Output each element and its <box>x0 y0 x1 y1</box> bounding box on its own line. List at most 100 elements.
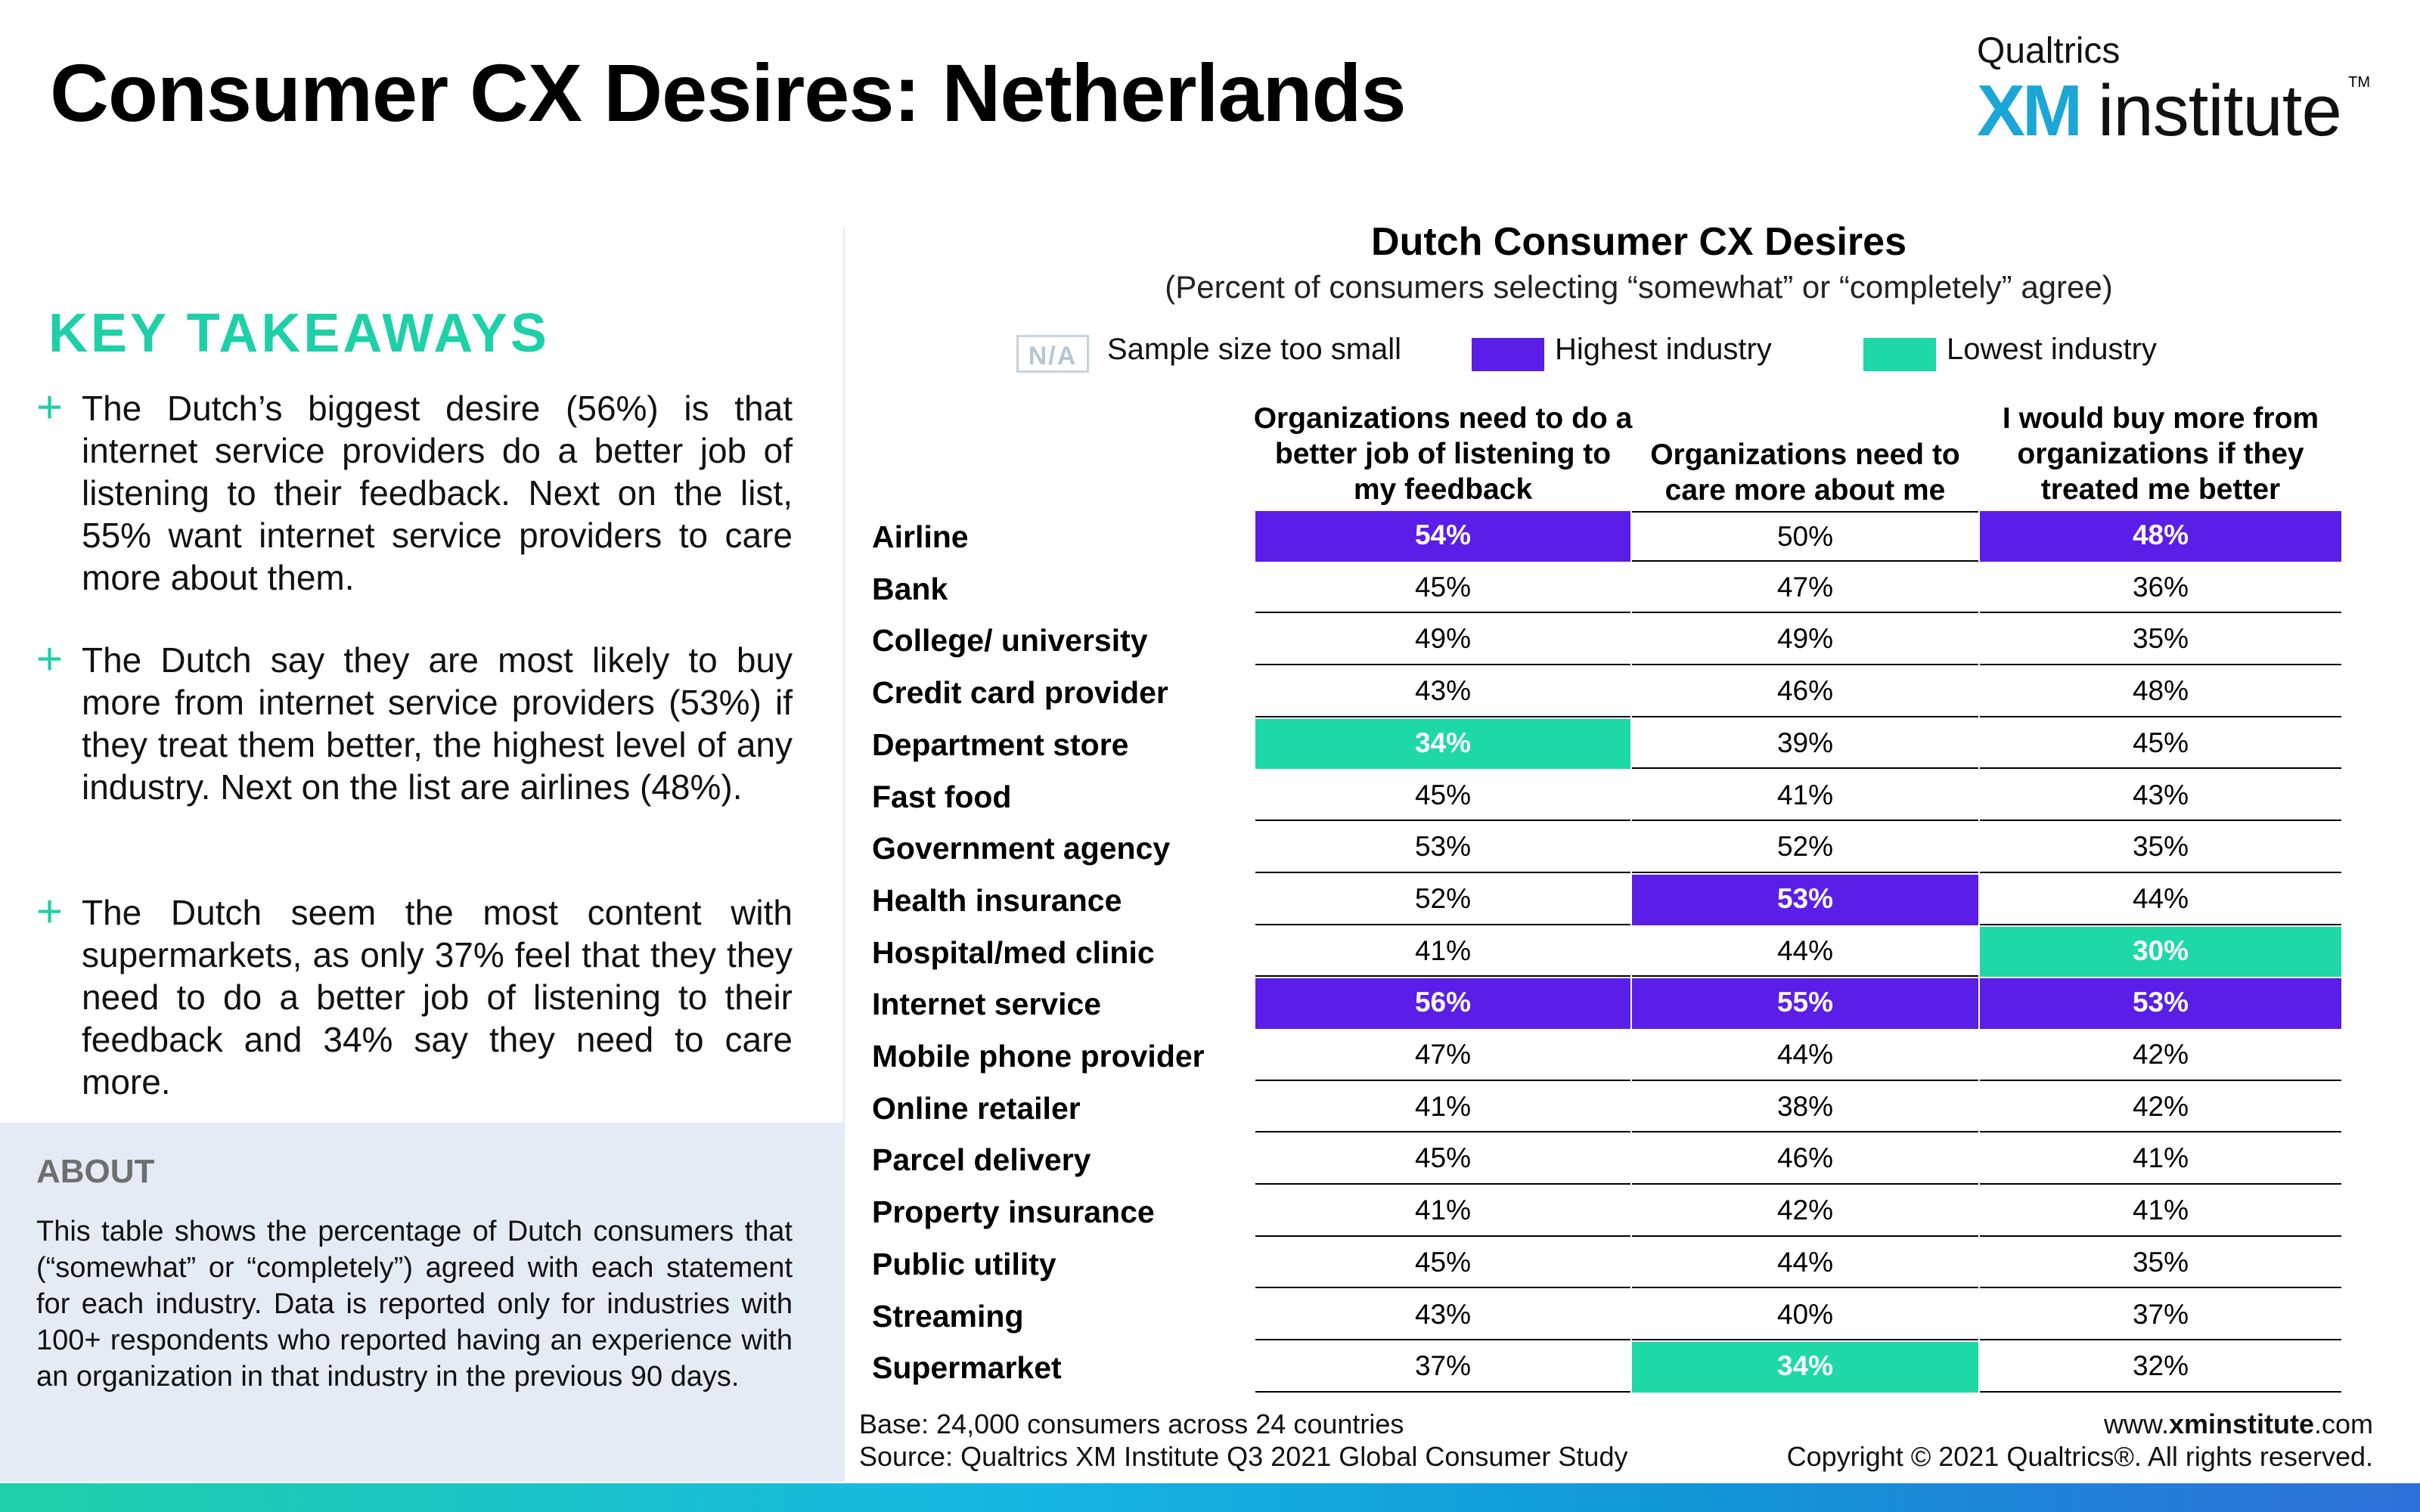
takeaway-text: The Dutch’s biggest desire (56%) is that… <box>82 389 793 597</box>
table-cell: 46% <box>1632 1134 1978 1185</box>
about-box: ABOUT This table shows the percentage of… <box>0 1123 843 1482</box>
table-cell: 47% <box>1632 563 1978 614</box>
page-title: Consumer CX Desires: Netherlands <box>50 47 1407 138</box>
takeaway-item-2: + The Dutch say they are most likely to … <box>36 634 793 808</box>
table-cell: 54% <box>1255 511 1630 562</box>
about-text: This table shows the percentage of Dutch… <box>36 1216 793 1393</box>
table-cell: 35% <box>1980 615 2341 666</box>
table-cell: 43% <box>1980 771 2341 822</box>
table-cell: 53% <box>1632 874 1978 925</box>
row-label: Bank <box>872 571 948 606</box>
row-label: Airline <box>872 519 969 554</box>
table-cell: 41% <box>1255 1083 1630 1133</box>
footer-url[interactable]: www.xminstitute.com <box>2103 1408 2373 1439</box>
xm-institute-logo: Qualtrics XM institute TM <box>1977 30 2370 151</box>
table-cell: 32% <box>1980 1342 2341 1393</box>
row-label: Hospital/med clinic <box>872 934 1155 970</box>
takeaway-item-3: + The Dutch seem the most content with s… <box>36 886 793 1103</box>
footer-copyright: www.xminstitute.com Copyright © 2021 Qua… <box>1787 1408 2373 1473</box>
table-cell: 35% <box>1980 823 2341 873</box>
table-cell: 52% <box>1632 823 1978 873</box>
logo-qualtrics-text: Qualtrics <box>1977 31 2121 71</box>
table-cell: 41% <box>1980 1134 2341 1185</box>
plus-icon: + <box>36 634 64 684</box>
key-takeaways-heading: KEY TAKEAWAYS <box>48 303 550 364</box>
table-cell: 49% <box>1632 615 1978 666</box>
logo-institute-text: institute <box>2098 70 2342 151</box>
table-cell: 44% <box>1632 1030 1978 1081</box>
table-cell: 45% <box>1255 1238 1630 1289</box>
row-label: Property insurance <box>872 1194 1155 1230</box>
table-cell: 45% <box>1980 719 2341 770</box>
chart-title: Dutch Consumer CX Desires <box>1371 220 1907 264</box>
table-cell: 45% <box>1255 563 1630 614</box>
legend-highest-swatch <box>1472 338 1544 371</box>
table-cell: 35% <box>1980 1238 2341 1289</box>
table-cell: 48% <box>1980 511 2341 562</box>
legend-na-badge: N/A <box>1016 335 1089 373</box>
takeaways-panel: KEY TAKEAWAYS + The Dutch’s biggest desi… <box>0 227 843 1482</box>
table-cell: 30% <box>1980 926 2341 978</box>
table-cell: 44% <box>1632 927 1978 978</box>
row-label: Fast food <box>872 779 1012 814</box>
table-cell: 41% <box>1255 927 1630 978</box>
column-header-2: Organizations need to care more about me <box>1650 438 1960 507</box>
footer-copyright-text: Copyright © 2021 Qualtrics®. All rights … <box>1786 1441 2373 1472</box>
table-cell: 45% <box>1255 771 1630 822</box>
table-cell: 55% <box>1632 978 1978 1029</box>
table-cell: 49% <box>1255 615 1630 666</box>
row-label: Internet service <box>872 987 1102 1022</box>
table-cell: 36% <box>1980 563 2341 614</box>
column-header-3: I would buy more from organizations if t… <box>2002 402 2319 506</box>
table-cell: 41% <box>1632 771 1978 822</box>
row-label: Supermarket <box>872 1350 1062 1386</box>
row-label: Online retailer <box>872 1090 1081 1126</box>
table-cell: 34% <box>1632 1342 1978 1393</box>
table-cell: 46% <box>1632 667 1978 717</box>
column-divider <box>843 227 845 1482</box>
table-cell: 40% <box>1632 1290 1978 1341</box>
row-label: Health insurance <box>872 882 1122 918</box>
table-cell: 41% <box>1255 1186 1630 1237</box>
table-cell: 50% <box>1632 511 1978 562</box>
legend-na-label: Sample size too small <box>1107 333 1402 366</box>
table-cell: 39% <box>1632 719 1978 770</box>
plus-icon: + <box>36 886 64 937</box>
plus-icon: + <box>36 382 64 432</box>
table-cell: 44% <box>1980 875 2341 925</box>
footer-base: Base: 24,000 consumers across 24 countri… <box>859 1408 1404 1439</box>
table-cell: 52% <box>1255 875 1630 925</box>
table-cell: 45% <box>1255 1134 1630 1185</box>
table-cell: 44% <box>1632 1238 1978 1289</box>
table-cell: 42% <box>1980 1083 2341 1133</box>
table-cell: 42% <box>1980 1030 2341 1081</box>
table-cell: 41% <box>1980 1186 2341 1237</box>
row-label: Parcel delivery <box>872 1142 1091 1178</box>
row-label: Streaming <box>872 1298 1024 1334</box>
takeaway-item-1: + The Dutch’s biggest desire (56%) is th… <box>36 382 793 599</box>
table-cell: 42% <box>1632 1186 1978 1237</box>
footer-source-text: Source: Qualtrics XM Institute Q3 2021 G… <box>859 1441 1628 1472</box>
column-header-1: Organizations need to do a better job of… <box>1253 402 1633 506</box>
row-label: Public utility <box>872 1246 1056 1281</box>
row-label: Government agency <box>872 831 1171 866</box>
table-cell: 56% <box>1255 978 1630 1029</box>
table-cell: 37% <box>1255 1342 1630 1393</box>
row-label: Credit card provider <box>872 675 1168 711</box>
table-cell: 37% <box>1980 1290 2341 1341</box>
table-cell: 47% <box>1255 1030 1630 1081</box>
row-label: Mobile phone provider <box>872 1039 1205 1074</box>
legend-lowest-label: Lowest industry <box>1947 333 2157 366</box>
table-cell: 53% <box>1980 978 2341 1029</box>
logo-xm-text: XM <box>1977 70 2083 151</box>
chart-subtitle: (Percent of consumers selecting “somewha… <box>1165 269 2113 305</box>
legend-highest-label: Highest industry <box>1555 333 1772 366</box>
footer-source: Base: 24,000 consumers across 24 countri… <box>859 1408 1627 1473</box>
legend-lowest-swatch <box>1863 338 1936 371</box>
row-label: College/ university <box>872 623 1148 658</box>
table-cell: 48% <box>1980 667 2341 717</box>
row-label: Department store <box>872 727 1129 762</box>
about-heading: ABOUT <box>36 1153 155 1190</box>
takeaway-text: The Dutch say they are most likely to bu… <box>82 640 793 807</box>
table-cell: 43% <box>1255 667 1630 717</box>
